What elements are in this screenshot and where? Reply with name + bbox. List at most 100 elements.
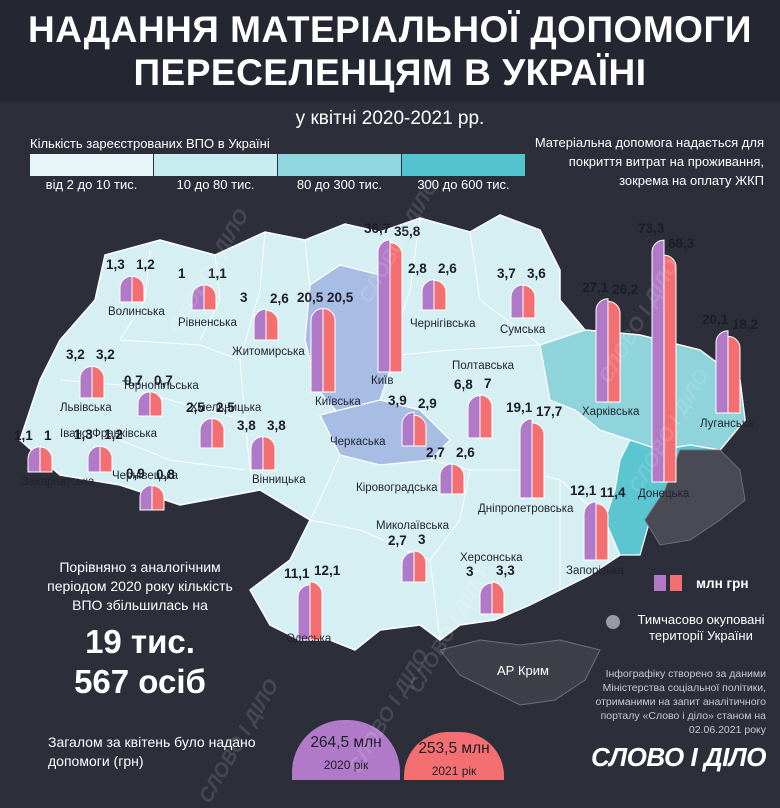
occupied-label: Тимчасово окуповані території України	[637, 612, 765, 643]
bar-2020-22	[401, 551, 415, 583]
bar-2020-21	[583, 501, 597, 561]
region-label-0: Волинська	[108, 306, 165, 318]
bar-2020-6	[510, 284, 524, 319]
crimea-label: АР Крим	[497, 663, 549, 678]
legend-color-scale	[30, 154, 526, 176]
totals-text: Загалом за квітень було надано допомоги …	[48, 734, 256, 769]
bar-2021-7	[607, 300, 621, 403]
region-label-21: Запорізька	[566, 565, 624, 577]
value-label-2021-16: 17,7	[536, 403, 563, 419]
region-label-9: Луганська	[700, 418, 754, 430]
value-label-2020-18: 1,3	[74, 427, 93, 443]
value-label-2020-16: 19,1	[506, 399, 533, 415]
value-label-2021-22: 3	[418, 532, 426, 547]
region-label-17: Закарпатська	[22, 476, 95, 488]
bar-2020-3	[310, 307, 324, 393]
region-label-22: Миколаївська	[376, 520, 450, 532]
subtitle: у квітні 2020-2021 рр.	[295, 108, 485, 129]
bar-2021-12	[211, 417, 225, 449]
value-label-2021-23: 12,1	[314, 562, 341, 578]
bar-2021-5	[433, 279, 447, 311]
growth-number-line-2: 567 осіб	[74, 663, 206, 700]
bar-2020-15	[467, 395, 481, 439]
legend-swatch-1	[30, 154, 153, 176]
bar-2020-13	[250, 436, 264, 471]
bar-2021-17	[39, 446, 53, 473]
comparison-text: Порівняно з аналогічним періодом 2020 ро…	[47, 559, 233, 613]
value-label-2021-17: 1	[44, 428, 52, 443]
region-label-4: Київ	[371, 375, 394, 387]
value-label-2021-13: 3,8	[267, 417, 286, 433]
bar-2020-9	[715, 330, 729, 414]
bar-2021-13	[262, 436, 276, 471]
bar-2021-16	[531, 422, 545, 499]
title-bar: НАДАННЯ МАТЕРІАЛЬНОЇ ДОПОМОГИ ПЕРЕСЕЛЕНЦ…	[0, 0, 780, 102]
region-label-19: Чернівецька	[112, 470, 178, 482]
legend-swatch-4	[402, 154, 525, 176]
value-label-2021-5: 2,6	[438, 261, 457, 277]
bar-2021-0	[131, 275, 145, 303]
value-label-2020-0: 1,3	[106, 257, 125, 273]
region-label-3: Київська	[315, 396, 361, 408]
value-label-2020-17: 1,1	[14, 427, 33, 443]
value-label-2021-8: 68,3	[668, 236, 695, 252]
region-label-13: Вінницька	[252, 474, 306, 486]
value-label-2020-19: 0,9	[126, 466, 145, 482]
bar-2020-8	[651, 239, 665, 483]
bar-2021-22	[413, 550, 427, 583]
value-label-2020-8: 73,3	[638, 221, 665, 237]
bar-2020-0	[119, 275, 133, 303]
ukraine-map	[19, 214, 746, 706]
bar-2020-18	[87, 445, 101, 473]
bar-2021-2	[265, 309, 279, 341]
value-label-2020-22: 2,7	[388, 532, 407, 548]
bar-2020-11	[137, 391, 151, 417]
value-label-2021-14: 2,9	[418, 396, 437, 412]
region-label-11: Тернопільська	[122, 380, 199, 392]
bar-2021-20	[451, 463, 465, 495]
value-label-2021-2: 2,6	[270, 291, 289, 307]
bar-2021-21	[595, 503, 609, 561]
value-label-2021-10: 3,2	[96, 347, 115, 363]
value-label-2020-14: 3,9	[388, 393, 407, 409]
region-label-5: Чернігівська	[410, 318, 476, 330]
occupied-east-shape	[644, 449, 746, 546]
value-label-2020-13: 3,8	[237, 417, 256, 433]
value-label-2021-19: 0,8	[156, 466, 175, 482]
unit-swatch-2020	[654, 575, 666, 591]
value-label-2020-4: 36,7	[364, 220, 391, 236]
region-label-20: Кіровоградська	[356, 482, 438, 494]
bar-2021-8	[663, 254, 677, 483]
total-2021-year: 2021 рік	[431, 764, 477, 778]
value-label-2021-3: 20,5	[327, 289, 354, 305]
bar-2020-4	[377, 239, 391, 373]
legend-label-1: від 2 до 10 тис.	[45, 177, 138, 192]
value-label-2020-6: 3,7	[497, 265, 516, 281]
value-label-2021-24: 3,3	[496, 563, 515, 579]
value-label-2020-3: 20,5	[297, 289, 324, 305]
value-label-2020-5: 2,8	[408, 260, 427, 276]
bar-2020-16	[519, 418, 533, 499]
bar-2021-9	[727, 335, 741, 414]
value-label-2021-7: 26,2	[612, 282, 639, 298]
bar-2020-23	[297, 584, 311, 641]
bar-2020-2	[253, 308, 267, 341]
brand-logo: СЛОВО І ДІЛО	[591, 742, 766, 772]
region-label-12: Хмельницька	[190, 402, 262, 414]
value-label-2020-9: 20,1	[702, 311, 729, 327]
bar-2021-11	[149, 391, 163, 417]
value-label-2021-0: 1,2	[136, 257, 155, 273]
region-label-8: Донецька	[638, 488, 690, 500]
value-label-2021-9: 18,2	[732, 317, 759, 333]
value-label-2020-11: 0,7	[124, 372, 143, 388]
value-label-2021-18: 1,2	[104, 427, 123, 443]
bar-2021-1	[203, 284, 217, 311]
region-label-7: Харківська	[582, 406, 640, 418]
region-label-15: Полтавська	[452, 360, 515, 372]
value-label-2021-20: 2,6	[456, 445, 475, 461]
value-label-2020-21: 12,1	[570, 482, 597, 498]
value-label-2021-12: 2,5	[216, 399, 235, 415]
region-label-18: Івано-Франківська	[60, 428, 158, 440]
value-label-2020-20: 2,7	[426, 444, 445, 460]
value-label-2020-12: 2,5	[186, 399, 205, 415]
